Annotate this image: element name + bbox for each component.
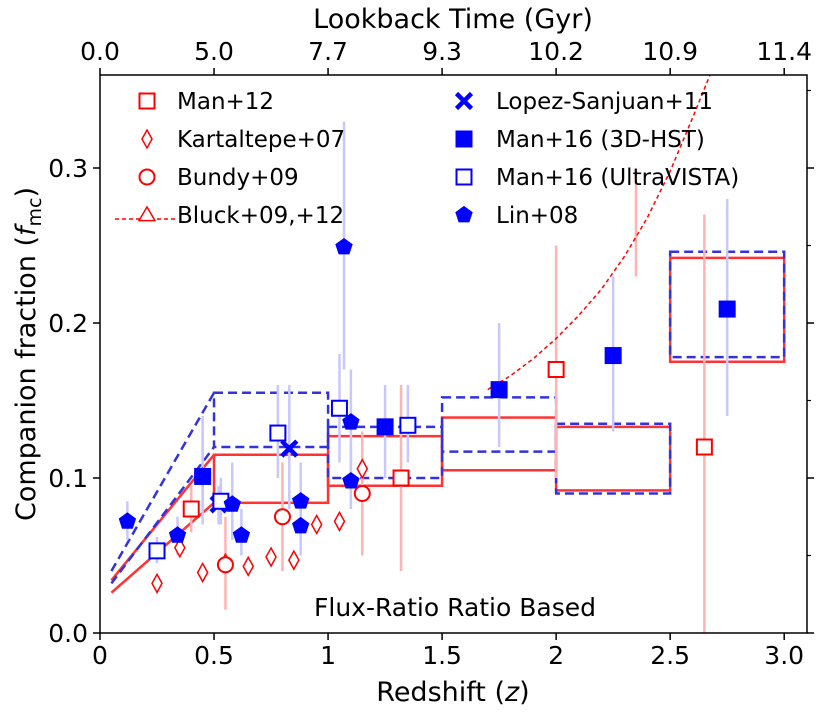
top-tick-label-4: 10.2 (528, 37, 584, 66)
x-axis-title: Redshift (z) (376, 677, 529, 708)
point-kartaltepe-07-4 (242, 555, 255, 577)
legend: Man+12 Kartaltepe+07 Bundy+09 Bluck+09,+12 L… (115, 89, 739, 229)
top-tick-label-5: 10.9 (642, 37, 698, 66)
point-kartaltepe-07-5 (265, 546, 277, 568)
blue-box-bin-3 (554, 422, 672, 495)
point-lin-08-2 (193, 467, 212, 484)
bluck-model-curve (487, 75, 711, 391)
top-tick-label-6: 11.4 (756, 37, 812, 66)
point-lin-08-7 (335, 237, 353, 255)
point-bundy-09-1 (273, 508, 291, 526)
point-man-12-1 (392, 469, 410, 487)
legend-lin-08-label: Lin+08 (496, 203, 578, 229)
x-axis-title-post: ) (519, 677, 530, 708)
point-man-16-ultravista--3 (330, 399, 348, 417)
x-tick-label-5: 2.5 (650, 641, 690, 670)
top-tick-label-0: 0.0 (80, 37, 120, 66)
point-bundy-09-0 (216, 556, 234, 574)
legend-lopez-sanjuan-11-label: Lopez-Sanjuan+11 (496, 89, 713, 115)
axes: 0 0.5 1 1.5 2 2.5 3.0 0.0 5.0 7.7 9.3 10.2 10.9 11.4 0… (48, 37, 814, 670)
point-man-12-0 (182, 500, 200, 518)
legend-bluck-09-12-marker (137, 205, 157, 222)
point-man-16-3d-hst--2 (490, 381, 508, 399)
point-kartaltepe-07-7 (310, 513, 323, 536)
y-axis-title-pre: Companion fraction ( (11, 236, 42, 521)
y-axis-title-post: ) (11, 187, 42, 198)
point-kartaltepe-07-1 (173, 537, 186, 559)
bin-boxes (110, 250, 786, 594)
y-axis-title: Companion fraction (fmc) (11, 187, 46, 521)
x-tick-label-4: 2 (548, 641, 564, 670)
legend-kartaltepe-07-marker (141, 128, 153, 150)
point-man-12-2 (547, 361, 565, 378)
red-box-bin-3 (554, 425, 672, 492)
point-lin-08-8 (342, 413, 360, 430)
point-lin-08-4 (232, 526, 251, 543)
point-lopez-sanjuan-11-1 (280, 439, 299, 458)
legend-bundy-09-label: Bundy+09 (177, 165, 299, 191)
blue-box-wedge-upper (110, 392, 216, 572)
x-tick-label-3: 1.5 (422, 641, 462, 670)
legend-man-16-3d-hst--label: Man+16 (3D-HST) (496, 127, 705, 153)
x-tick-label-2: 1 (320, 641, 336, 670)
legend-man-12-marker (138, 92, 156, 110)
top-tick-label-3: 9.3 (422, 37, 462, 66)
point-lin-08-9 (342, 471, 360, 489)
data-markers (118, 237, 736, 594)
point-man-16-ultravista--0 (148, 542, 166, 560)
x-axis-title-var: z (504, 677, 520, 708)
legend-man-12-label: Man+12 (177, 89, 274, 115)
point-kartaltepe-07-8 (333, 510, 346, 532)
annotation-text: Flux-Ratio Ratio Based (314, 593, 596, 622)
y-tick-label-0: 0.0 (48, 619, 88, 648)
x-axis-title-pre: Redshift ( (376, 677, 505, 708)
point-kartaltepe-07-2 (196, 562, 209, 584)
y-tick-label-1: 0.1 (48, 464, 88, 493)
point-lin-08-0 (118, 512, 137, 529)
point-kartaltepe-07-6 (287, 549, 300, 571)
y-axis-title-sub: mc (24, 198, 46, 227)
point-kartaltepe-07-9 (356, 458, 369, 480)
top-tick-label-1: 5.0 (194, 37, 234, 66)
legend-lopez-sanjuan-11-marker (454, 91, 474, 111)
point-lin-08-5 (292, 492, 310, 509)
point-lin-08-1 (168, 526, 187, 543)
x-tick-label-1: 0.5 (194, 641, 234, 670)
top-tick-label-2: 7.7 (308, 37, 348, 66)
y-tick-label-2: 0.2 (48, 309, 88, 338)
legend-bundy-09-marker (138, 168, 156, 186)
x-tick-label-0: 0 (92, 641, 108, 670)
point-lin-08-3 (223, 495, 241, 512)
error-bars (126, 121, 729, 633)
point-kartaltepe-07-0 (151, 572, 163, 594)
top-axis-title: Lookback Time (Gyr) (313, 4, 593, 35)
legend-man-16-3d-hst--marker (455, 130, 473, 148)
y-tick-label-3: 0.3 (48, 154, 88, 183)
point-man-16-3d-hst--4 (718, 300, 736, 318)
model-curves (487, 75, 711, 391)
point-lin-08-6 (292, 516, 310, 534)
point-man-16-ultravista--4 (399, 416, 417, 434)
legend-lin-08-marker (455, 205, 473, 223)
legend-kartaltepe-07-label: Kartaltepe+07 (177, 127, 345, 153)
x-tick-label-6: 3.0 (764, 641, 804, 670)
legend-bluck-09-12-label: Bluck+09,+12 (177, 203, 344, 229)
point-man-16-3d-hst--3 (604, 347, 622, 365)
legend-man-16-ultravista--label: Man+16 (UltraVISTA) (496, 165, 739, 191)
point-man-16-3d-hst--1 (376, 418, 394, 436)
blue-box-bin-0 (212, 391, 330, 449)
point-bundy-09-2 (353, 485, 371, 502)
point-man-16-ultravista--2 (269, 424, 287, 442)
plot-frame (99, 74, 808, 634)
point-man-12-3 (695, 438, 713, 456)
legend-man-16-ultravista--marker (455, 168, 473, 186)
